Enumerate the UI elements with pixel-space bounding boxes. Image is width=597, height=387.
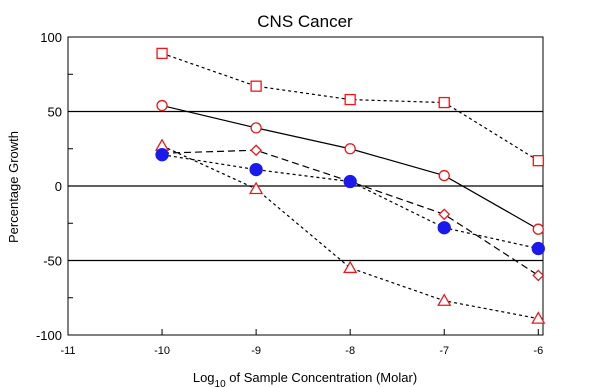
data-point-dot <box>343 174 357 189</box>
x-tick-label: -8 <box>345 345 355 357</box>
data-point-square <box>532 155 544 167</box>
data-point-circle <box>250 122 262 134</box>
data-point-square <box>250 80 262 92</box>
data-point-triangle <box>437 293 452 306</box>
series-line-triangle <box>161 145 539 320</box>
data-point-dot <box>155 148 169 162</box>
data-point-dot <box>531 241 545 256</box>
x-axis-label: Log10 of Sample Concentration (Molar) <box>193 370 417 387</box>
x-axis-label-prefix: Log <box>193 370 215 385</box>
y-tick-label: 100 <box>40 30 62 45</box>
data-point-square <box>438 96 450 109</box>
chart-title: CNS Cancer <box>257 12 353 31</box>
y-tick-label: 50 <box>48 105 62 120</box>
data-point-diamond <box>438 208 451 221</box>
series-line-circle <box>161 104 539 230</box>
data-point-circle <box>438 169 450 182</box>
data-point-dot <box>437 221 451 235</box>
x-tick-label: -11 <box>60 345 75 357</box>
x-tick-label: -7 <box>439 345 449 357</box>
series-line-diamond <box>162 149 539 276</box>
data-point-triangle <box>248 181 264 195</box>
series-line-dot <box>161 154 539 250</box>
data-point-square <box>344 93 356 106</box>
y-axis-label: Percentage Growth <box>6 131 21 243</box>
plot-area: 100 50 0 -50 -100 -11 -10 -9 -8 -7 -6 <box>36 30 546 357</box>
data-point-diamond <box>532 269 545 282</box>
y-tick-label: -100 <box>36 328 62 343</box>
data-point-square <box>156 47 168 60</box>
y-tick-label: -50 <box>43 254 62 269</box>
x-tick-label: -10 <box>154 345 170 357</box>
data-point-circle <box>344 143 356 155</box>
data-point-triangle <box>343 260 358 274</box>
x-tick-label: -6 <box>533 345 543 357</box>
data-point-circle <box>156 99 168 112</box>
x-axis-label-subscript: 10 <box>215 379 227 387</box>
x-axis-label-suffix: of Sample Concentration (Molar) <box>226 370 417 385</box>
data-point-circle <box>532 223 544 235</box>
y-tick-label: 0 <box>55 179 62 194</box>
data-point-triangle <box>531 311 546 324</box>
x-tick-label: -9 <box>251 345 261 357</box>
data-point-diamond <box>250 144 263 157</box>
data-point-dot <box>249 162 263 177</box>
